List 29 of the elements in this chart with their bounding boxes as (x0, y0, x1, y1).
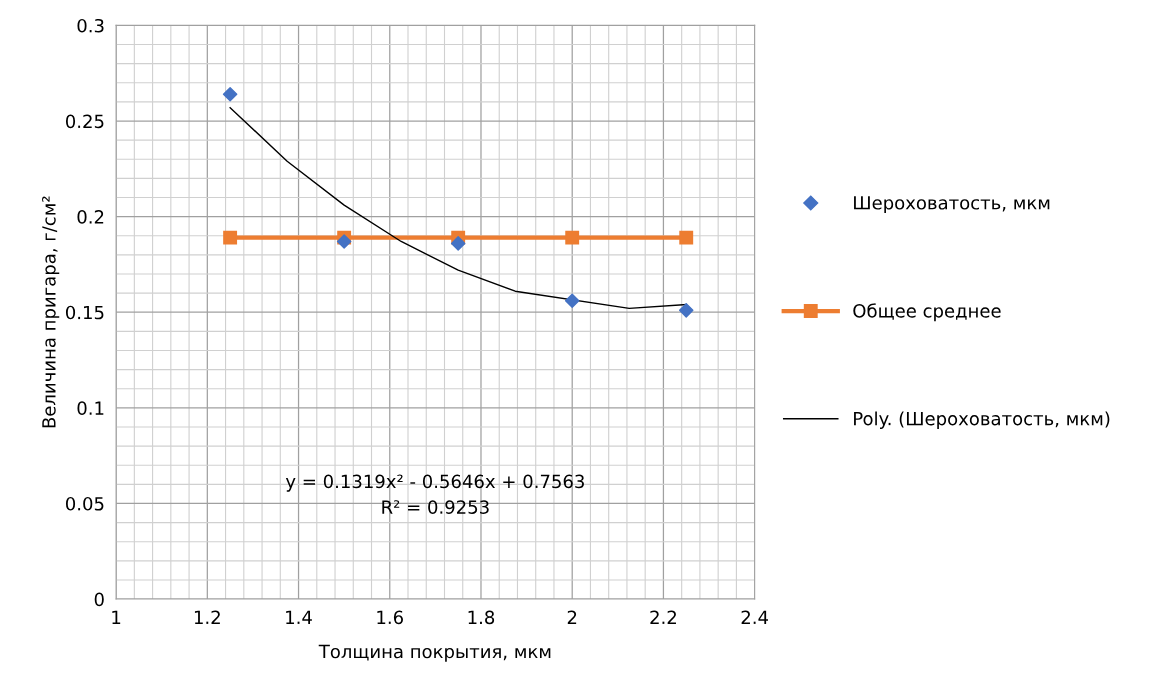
x-tick-label: 1.8 (468, 610, 495, 625)
x-axis-title: Толщина покрытия, мкм (318, 644, 551, 662)
x-tick-label: 1.6 (377, 610, 403, 625)
point (564, 293, 580, 309)
legend-label: Poly. (Шероховатость, мкм) (854, 411, 1110, 429)
legend-label: Шероховатость, мкм (854, 196, 1050, 214)
x-tick-label: 1.4 (286, 610, 312, 624)
y-tick-label: 0.3 (77, 18, 104, 33)
y-tick-label: 0.25 (65, 114, 104, 129)
point (222, 86, 238, 102)
legend-label: Общее среднее (853, 303, 1001, 322)
point (336, 234, 352, 249)
point (450, 236, 466, 251)
point (565, 230, 580, 245)
y-tick-label: 0 (94, 592, 104, 607)
point (223, 230, 238, 245)
x-tick-label: 1 (112, 610, 121, 624)
point (678, 303, 694, 318)
x-tick-label: 1.2 (194, 610, 220, 624)
y-axis-title: Величина пригара, г/см² (42, 196, 60, 428)
y-tick-label: 0.05 (65, 496, 104, 511)
y-tick-label: 0.2 (77, 210, 104, 224)
x-tick-label: 2.4 (741, 610, 768, 624)
y-tick-label: 0.1 (77, 401, 104, 415)
point (679, 230, 694, 245)
x-tick-label: 2.2 (650, 610, 676, 624)
x-tick-label: 2 (567, 610, 577, 624)
annotation: y = 0.1319x² - 0.5646x + 0.7563 R² = 0.9253 (285, 474, 584, 514)
y-tick-label: 0.15 (65, 305, 104, 320)
